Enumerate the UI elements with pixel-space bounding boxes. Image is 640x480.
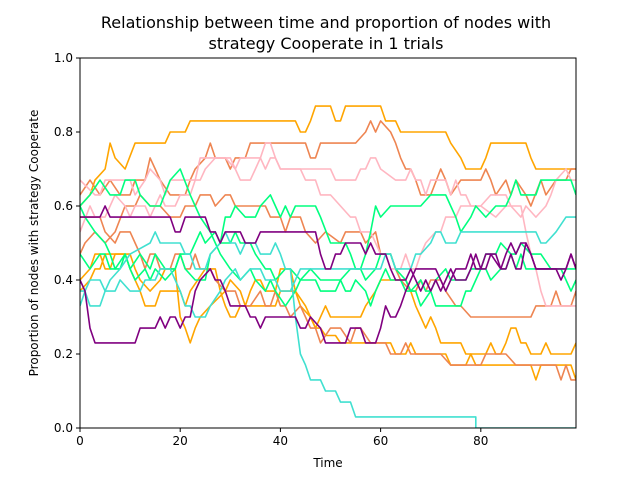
- series-line-14: [80, 242, 576, 344]
- series-layer: [80, 105, 576, 428]
- x-tick-label: 20: [173, 434, 188, 448]
- x-tick-label: 40: [273, 434, 288, 448]
- series-line-2: [80, 253, 576, 355]
- y-axis-ticks: 0.0 0.2 0.4 0.6 0.8 1.0: [54, 51, 80, 435]
- chart-title-line-1: Relationship between time and proportion…: [101, 13, 551, 32]
- y-tick-label: 0.0: [54, 421, 73, 435]
- x-axis-label: Time: [312, 456, 342, 470]
- series-line-12: [80, 231, 576, 428]
- series-line-9: [80, 179, 576, 281]
- y-tick-label: 0.2: [54, 347, 73, 361]
- x-tick-label: 0: [76, 434, 84, 448]
- series-line-1: [80, 105, 576, 207]
- x-axis-ticks: 0 20 40 60 80: [76, 428, 488, 448]
- x-tick-label: 60: [373, 434, 388, 448]
- series-line-6: [80, 216, 576, 381]
- y-axis-label: Proportion of nodes with strategy Cooper…: [27, 110, 41, 377]
- series-line-13: [80, 216, 576, 318]
- y-tick-label: 0.6: [54, 199, 73, 213]
- series-line-15: [80, 205, 576, 292]
- chart-title-line-2: strategy Cooperate in 1 trials: [209, 34, 444, 53]
- y-tick-label: 0.4: [54, 273, 73, 287]
- y-tick-label: 0.8: [54, 125, 73, 139]
- y-tick-label: 1.0: [54, 51, 73, 65]
- x-tick-label: 80: [473, 434, 488, 448]
- axes-frame: [79, 57, 577, 429]
- plot-area: 0 20 40 60 80 0.0 0.2 0.4 0.6 0.8 1.0: [54, 51, 577, 448]
